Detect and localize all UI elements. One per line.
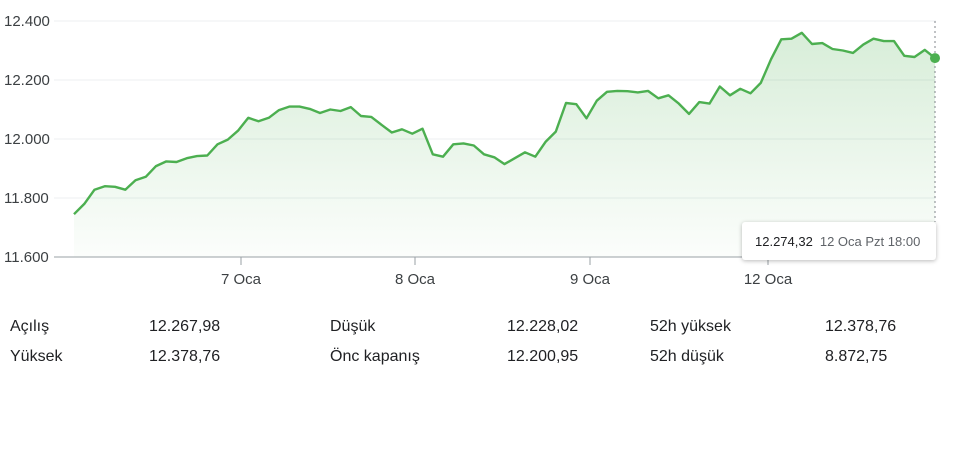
y-tick-label: 11.600 <box>4 249 49 266</box>
stat-value-high: 12.378,76 <box>149 348 221 365</box>
y-tick-label: 12.400 <box>4 13 50 30</box>
price-line <box>73 31 936 216</box>
stat-label-prev-close: Önc kapanış <box>330 348 420 365</box>
y-axis: 12.400 12.200 12.000 11.800 11.600 <box>4 13 50 266</box>
hover-point[interactable] <box>930 53 940 64</box>
stat-label-52w-low: 52h düşük <box>650 348 724 365</box>
x-tick-label: 8 Oca <box>395 271 436 288</box>
x-axis: 7 Oca 8 Oca 9 Oca 12 Oca <box>221 257 793 288</box>
price-chart[interactable]: 12.400 12.200 12.000 11.800 11.600 7 Oca 8 Oc… <box>0 0 960 300</box>
tooltip-value: 12.274,32 <box>755 233 813 249</box>
stat-value-52w-low: 8.872,75 <box>825 348 888 365</box>
stat-label-open: Açılış <box>10 318 50 335</box>
hover-tooltip: 12.274,32 12 Oca Pzt 18:00 <box>742 222 936 260</box>
y-tick-label: 11.800 <box>4 190 49 207</box>
stats-table: Açılış 12.267,98 Düşük 12.228,02 52h yük… <box>10 318 950 378</box>
x-tick-label: 7 Oca <box>221 271 262 288</box>
tooltip-time: 12 Oca Pzt 18:00 <box>819 233 921 249</box>
stat-label-high: Yüksek <box>10 348 63 365</box>
y-tick-label: 12.200 <box>4 72 50 89</box>
stat-value-low: 12.228,02 <box>507 318 579 335</box>
x-tick-label: 12 Oca <box>744 271 793 288</box>
stat-label-52w-high: 52h yüksek <box>650 318 731 335</box>
stat-value-open: 12.267,98 <box>149 318 221 335</box>
stat-label-low: Düşük <box>330 318 376 335</box>
y-tick-label: 12.000 <box>4 131 50 148</box>
stat-value-52w-high: 12.378,76 <box>825 318 897 335</box>
stats-row: Açılış 12.267,98 Düşük 12.228,02 52h yük… <box>10 318 950 348</box>
x-tick-label: 9 Oca <box>570 271 611 288</box>
stat-value-prev-close: 12.200,95 <box>507 348 579 365</box>
stats-row: Yüksek 12.378,76 Önc kapanış 12.200,95 5… <box>10 348 950 378</box>
